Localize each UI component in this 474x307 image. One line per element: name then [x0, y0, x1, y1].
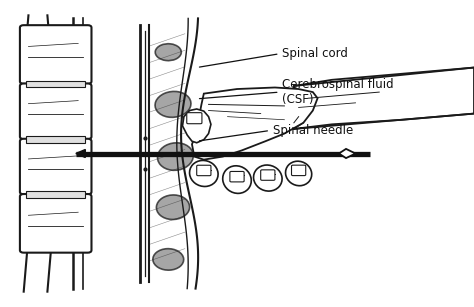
- FancyBboxPatch shape: [230, 171, 244, 182]
- Ellipse shape: [223, 166, 251, 193]
- Polygon shape: [76, 150, 85, 157]
- Bar: [26, 191, 85, 198]
- Text: Spinal cord: Spinal cord: [282, 47, 348, 60]
- FancyBboxPatch shape: [261, 170, 275, 180]
- Bar: [26, 136, 85, 143]
- Polygon shape: [192, 87, 318, 160]
- Polygon shape: [182, 109, 211, 143]
- Ellipse shape: [156, 195, 190, 220]
- FancyBboxPatch shape: [187, 113, 202, 124]
- FancyBboxPatch shape: [292, 165, 306, 176]
- Text: Spinal needle: Spinal needle: [273, 124, 353, 137]
- FancyBboxPatch shape: [20, 84, 91, 139]
- FancyBboxPatch shape: [20, 139, 91, 194]
- Polygon shape: [339, 149, 356, 158]
- Ellipse shape: [153, 249, 184, 270]
- Ellipse shape: [190, 161, 218, 186]
- Ellipse shape: [254, 165, 282, 191]
- FancyBboxPatch shape: [20, 25, 91, 84]
- Ellipse shape: [155, 91, 191, 117]
- FancyBboxPatch shape: [20, 194, 91, 253]
- Ellipse shape: [285, 161, 312, 186]
- Ellipse shape: [157, 143, 193, 170]
- Bar: [26, 81, 85, 87]
- Polygon shape: [294, 68, 474, 129]
- FancyBboxPatch shape: [197, 165, 211, 176]
- Ellipse shape: [155, 44, 182, 61]
- Text: Cerebrospinal fluid
(CSF): Cerebrospinal fluid (CSF): [282, 78, 393, 106]
